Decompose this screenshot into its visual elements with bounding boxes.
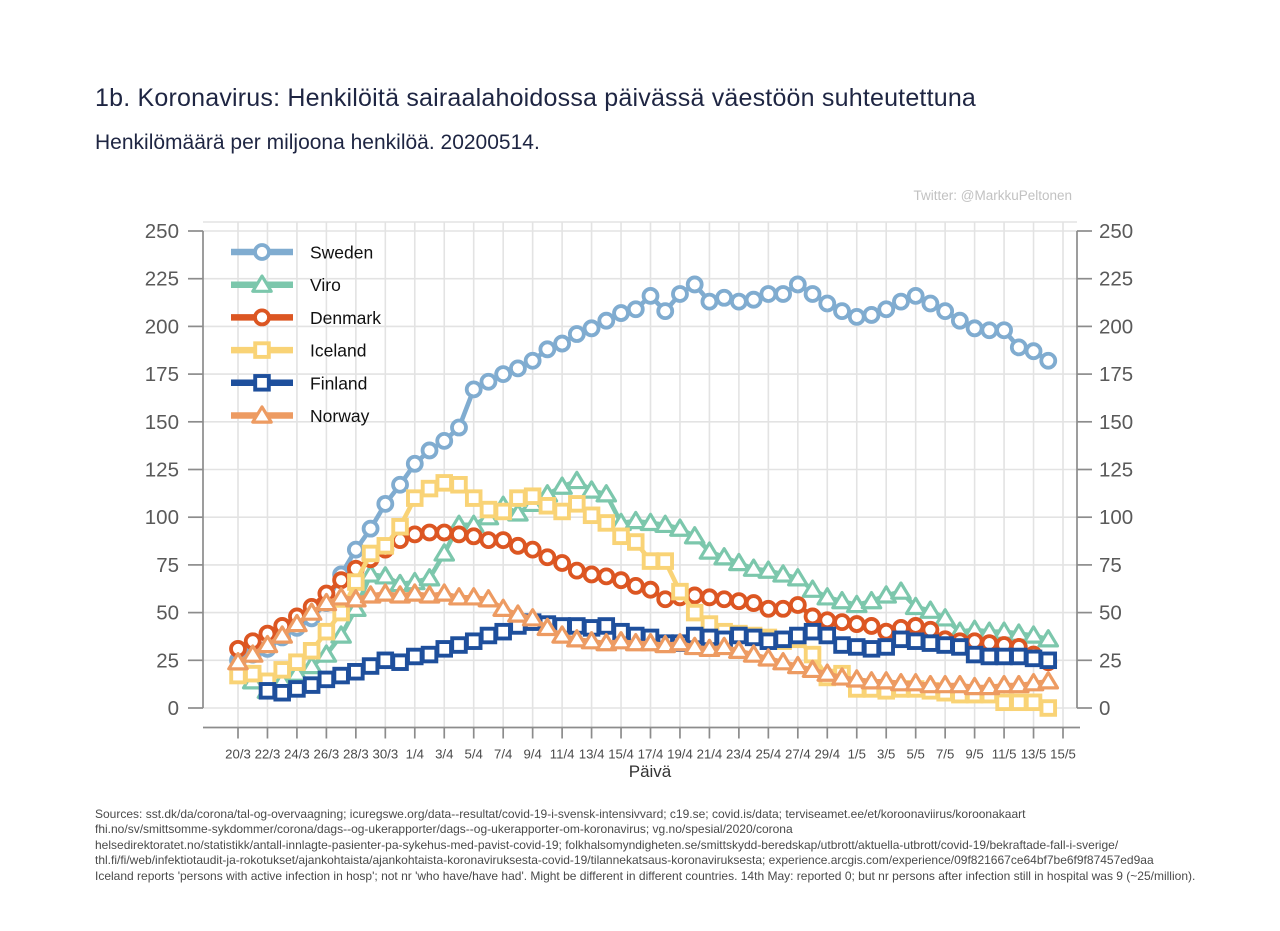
axes: 0 0 25 25 50 50 75 75 100 100 125 125 150 150 175 175 20… [145, 220, 1133, 762]
legend: Sweden Viro Denmark Iceland Finland Norway [231, 243, 381, 426]
y-tick-label-left: 75 [156, 554, 179, 577]
x-tick-label: 1/5 [848, 747, 866, 762]
y-tick-label-right: 225 [1099, 268, 1133, 291]
y-tick-label-right: 100 [1099, 506, 1133, 529]
page-subtitle: Henkilömäärä per miljoona henkilöä. 2020… [95, 131, 540, 154]
x-tick-label: 9/4 [523, 747, 541, 762]
sources-line: thl.fi/fi/web/infektiotaudit-ja-rokotuks… [95, 853, 1154, 868]
x-tick-label: 21/4 [697, 747, 723, 762]
y-tick-label-left: 175 [145, 363, 179, 386]
y-tick-label-left: 150 [145, 411, 179, 434]
x-tick-label: 20/3 [225, 747, 251, 762]
legend-label: Denmark [310, 308, 381, 328]
x-tick-label: 9/5 [965, 747, 983, 762]
y-tick-label-left: 250 [145, 220, 179, 243]
legend-label: Sweden [310, 243, 373, 263]
x-tick-label: 24/3 [284, 747, 310, 762]
sources-line: fhi.no/sv/smittsomme-sykdommer/corona/da… [95, 822, 793, 837]
series-denmark [229, 523, 1058, 672]
y-tick-label-right: 50 [1099, 602, 1122, 625]
y-tick-label-right: 125 [1099, 459, 1133, 482]
y-tick-label-right: 250 [1099, 220, 1133, 243]
y-tick-label-left: 50 [156, 602, 179, 625]
legend-label: Iceland [310, 341, 366, 361]
x-tick-label: 17/4 [638, 747, 664, 762]
y-tick-label-right: 25 [1099, 649, 1122, 672]
x-tick-label: 15/5 [1050, 747, 1076, 762]
y-tick-label-left: 125 [145, 459, 179, 482]
x-tick-label: 25/4 [756, 747, 782, 762]
legend-item-denmark: Denmark [231, 308, 381, 328]
legend-label: Norway [310, 406, 370, 426]
y-tick-label-left: 200 [145, 315, 179, 338]
x-tick-label: 26/3 [314, 747, 340, 762]
y-tick-label-left: 100 [145, 506, 179, 529]
series-finland [258, 613, 1058, 702]
y-tick-label-left: 25 [156, 649, 179, 672]
y-tick-label-right: 175 [1099, 363, 1133, 386]
legend-item-iceland: Iceland [231, 341, 366, 361]
x-tick-label: 22/3 [255, 747, 281, 762]
x-tick-label: 27/4 [785, 747, 811, 762]
y-tick-label-right: 200 [1099, 315, 1133, 338]
legend-item-finland: Finland [231, 373, 367, 393]
x-tick-label: 5/5 [907, 747, 925, 762]
x-tick-label: 5/4 [465, 747, 483, 762]
x-tick-label: 7/5 [936, 747, 954, 762]
x-tick-label: 19/4 [667, 747, 693, 762]
x-tick-label: 28/3 [343, 747, 369, 762]
x-tick-label: 23/4 [726, 747, 752, 762]
x-axis-label: Päivä [628, 762, 672, 781]
x-tick-label: 7/4 [494, 747, 512, 762]
legend-item-norway: Norway [231, 405, 370, 426]
legend-item-sweden: Sweden [231, 243, 373, 263]
y-tick-label-right: 0 [1099, 697, 1110, 720]
x-tick-label: 11/5 [992, 747, 1017, 762]
x-tick-label: 30/3 [372, 747, 398, 762]
y-tick-label-right: 150 [1099, 411, 1133, 434]
x-tick-label: 13/4 [579, 747, 605, 762]
y-tick-label-left: 225 [145, 268, 179, 291]
legend-item-viro: Viro [231, 274, 341, 295]
sources-line: Sources: sst.dk/da/corona/tal-og-overvaa… [95, 807, 1026, 821]
legend-label: Finland [310, 373, 367, 393]
y-tick-label-left: 0 [168, 697, 179, 720]
x-tick-label: 29/4 [814, 747, 840, 762]
x-tick-label: 13/5 [1021, 747, 1047, 762]
x-tick-label: 15/4 [608, 747, 634, 762]
x-tick-label: 3/4 [435, 747, 453, 762]
page-title: 1b. Koronavirus: Henkilöitä sairaalahoid… [95, 84, 977, 112]
y-tick-label-right: 75 [1099, 554, 1122, 577]
sources-line: Iceland reports 'persons with active inf… [95, 868, 1196, 883]
series-norway [227, 583, 1060, 696]
x-tick-label: 1/4 [406, 747, 424, 762]
twitter-credit: Twitter: @MarkkuPeltonen [913, 188, 1072, 203]
sources-line: helsedirektoratet.no/statistikk/antall-i… [95, 837, 1119, 852]
sources-note: Sources: sst.dk/da/corona/tal-og-overvaa… [95, 807, 1245, 884]
x-tick-label: 11/4 [550, 747, 575, 762]
legend-label: Viro [310, 275, 341, 295]
x-tick-label: 3/5 [877, 747, 895, 762]
